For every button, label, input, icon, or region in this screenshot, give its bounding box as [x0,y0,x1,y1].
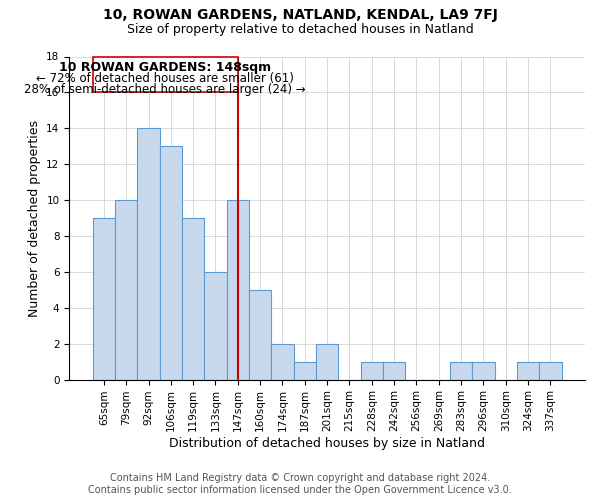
Bar [92,218,115,380]
Bar [137,128,160,380]
Bar [249,290,271,380]
Bar [517,362,539,380]
X-axis label: Distribution of detached houses by size in Natland: Distribution of detached houses by size … [169,437,485,450]
Bar [472,362,494,380]
Text: 10, ROWAN GARDENS, NATLAND, KENDAL, LA9 7FJ: 10, ROWAN GARDENS, NATLAND, KENDAL, LA9 … [103,8,497,22]
Text: Contains HM Land Registry data © Crown copyright and database right 2024.
Contai: Contains HM Land Registry data © Crown c… [88,474,512,495]
Bar [539,362,562,380]
Bar [271,344,293,380]
Bar [227,200,249,380]
Bar [383,362,405,380]
Bar [205,272,227,380]
Text: 10 ROWAN GARDENS: 148sqm: 10 ROWAN GARDENS: 148sqm [59,61,271,74]
Text: Size of property relative to detached houses in Natland: Size of property relative to detached ho… [127,22,473,36]
Bar [450,362,472,380]
Text: 28% of semi-detached houses are larger (24) →: 28% of semi-detached houses are larger (… [25,84,306,96]
Text: ← 72% of detached houses are smaller (61): ← 72% of detached houses are smaller (61… [37,72,294,85]
Bar [361,362,383,380]
Bar [182,218,205,380]
Bar [115,200,137,380]
Bar [316,344,338,380]
Y-axis label: Number of detached properties: Number of detached properties [28,120,41,316]
Bar [92,56,238,92]
Bar [160,146,182,380]
Bar [293,362,316,380]
